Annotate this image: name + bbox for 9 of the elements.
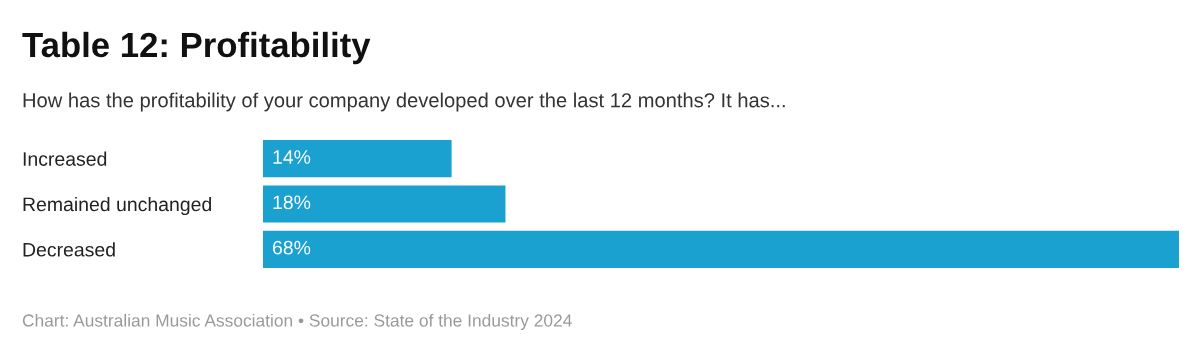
chart-subtitle: How has the profitability of your company developed over the last 12 months? It has... [23,92,785,112]
y-tick-label: Increased [23,151,107,166]
data-label: 14% [273,150,311,164]
data-label: 18% [273,195,311,210]
text: Chart: Australian Music Association • Source: State of the Industry 2024 [22,313,572,331]
y-tick-label: Remained unchanged [23,196,212,216]
data-label: 68% [272,240,311,255]
y-tick-label: Decreased [23,242,115,257]
chart-title: Table 12: Profitability [22,31,371,65]
